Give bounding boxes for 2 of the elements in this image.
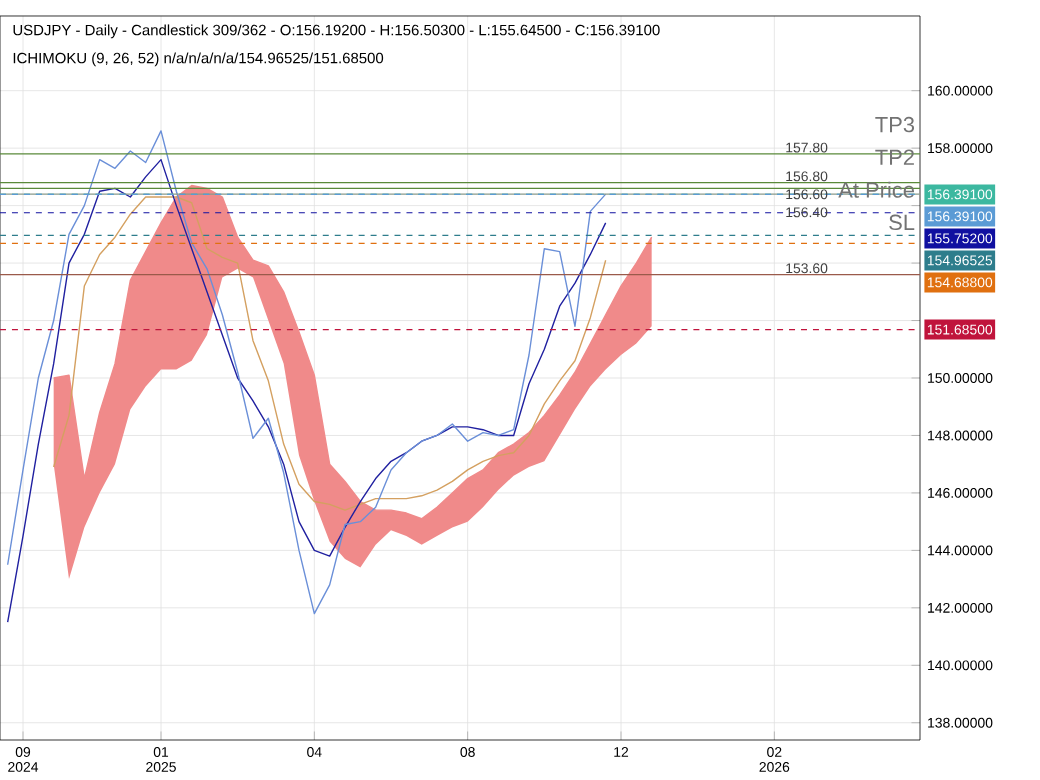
annotation: TP3 [875, 116, 915, 133]
annotation: SL [889, 214, 915, 231]
